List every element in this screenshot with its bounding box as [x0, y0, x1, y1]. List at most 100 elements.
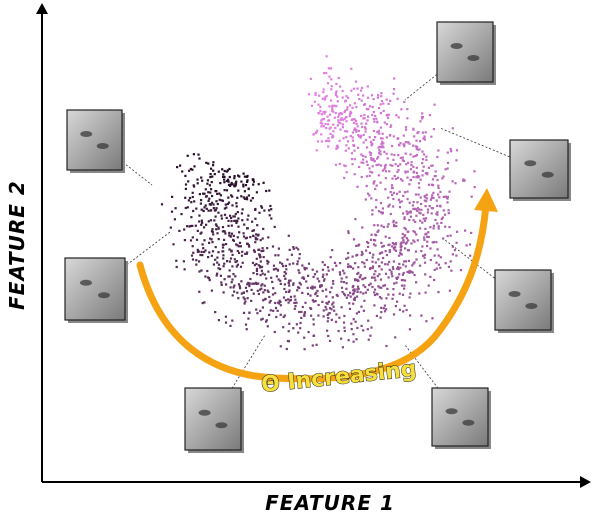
dot [253, 229, 255, 231]
dot [220, 275, 222, 277]
dot [405, 141, 407, 143]
dot [323, 72, 325, 74]
dot [235, 243, 237, 245]
dot [442, 217, 444, 219]
dot [214, 173, 216, 175]
dot [314, 293, 316, 295]
dot [447, 152, 449, 154]
dot [411, 161, 413, 163]
dot [323, 125, 325, 127]
dot [448, 191, 450, 193]
dot [247, 219, 249, 221]
dot [251, 289, 253, 291]
dot [203, 301, 205, 303]
dot [404, 227, 406, 229]
dot [438, 196, 440, 198]
dot [382, 212, 384, 214]
dot [199, 193, 201, 195]
dot [392, 266, 394, 268]
dot [447, 162, 449, 164]
dot [209, 176, 211, 178]
dot [226, 217, 228, 219]
dot [313, 323, 315, 325]
dot [207, 191, 209, 193]
dot [288, 282, 290, 284]
dot [202, 247, 204, 249]
dot [389, 134, 391, 136]
dot [367, 242, 369, 244]
dot [327, 123, 329, 125]
dot [254, 209, 256, 211]
dot [286, 348, 288, 350]
dot [305, 280, 307, 282]
dot [436, 205, 438, 207]
dot [384, 305, 386, 307]
dot [225, 207, 227, 209]
dot [422, 158, 424, 160]
dot [211, 255, 213, 257]
dot [342, 270, 344, 272]
dot [213, 207, 215, 209]
dot [447, 235, 449, 237]
dot [380, 279, 382, 281]
dot [325, 306, 327, 308]
dot [205, 162, 207, 164]
dot [430, 259, 432, 261]
dot [343, 164, 345, 166]
dot [404, 234, 406, 236]
dot [420, 179, 422, 181]
dot [386, 288, 388, 290]
dot [193, 185, 195, 187]
dot [216, 193, 218, 195]
dot [380, 112, 382, 114]
dot [426, 241, 428, 243]
dot [344, 130, 346, 132]
thumbnail [65, 258, 125, 320]
dot [208, 198, 210, 200]
dot [409, 202, 411, 204]
dot [408, 183, 410, 185]
dot [387, 197, 389, 199]
dot [197, 154, 199, 156]
dot [431, 194, 433, 196]
dot [184, 175, 186, 177]
dot [209, 184, 211, 186]
dot [401, 279, 403, 281]
dot [274, 254, 276, 256]
dot [276, 275, 278, 277]
dot [325, 308, 327, 310]
dot [454, 182, 456, 184]
dot [262, 291, 264, 293]
dot [420, 315, 422, 317]
dot [369, 175, 371, 177]
dot [418, 182, 420, 184]
dot [373, 98, 375, 100]
dot [388, 276, 390, 278]
dot [240, 280, 242, 282]
dot [367, 119, 369, 121]
dot [211, 195, 213, 197]
dot [221, 168, 223, 170]
dot [258, 293, 260, 295]
dot [366, 185, 368, 187]
dot [439, 205, 441, 207]
dot [432, 192, 434, 194]
dot [373, 304, 375, 306]
dot [231, 281, 233, 283]
dot [412, 208, 414, 210]
dot [309, 295, 311, 297]
dot [281, 263, 283, 265]
dot [445, 262, 447, 264]
dot [241, 293, 243, 295]
dot [317, 112, 319, 114]
dot [181, 170, 183, 172]
dot [363, 300, 365, 302]
dot [341, 306, 343, 308]
figure: FEATURE 1 FEATURE 2 Θ Increasing [0, 0, 593, 522]
dot [423, 166, 425, 168]
dot [410, 168, 412, 170]
dot [407, 231, 409, 233]
dot [388, 237, 390, 239]
dot [378, 130, 380, 132]
dot [208, 242, 210, 244]
